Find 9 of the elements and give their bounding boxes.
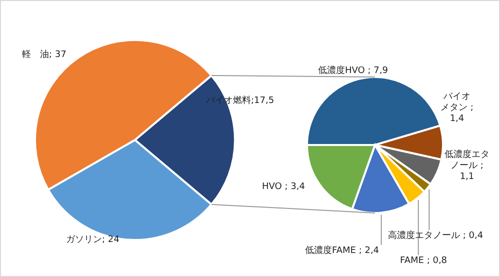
slice-label: ガソリン; 24 [66,235,120,246]
slice-label: 低濃度FAME ; 2,4 [305,246,380,257]
slice-label: FAME ; 0,8 [400,256,448,267]
slice-label: 軽 油; 37 [22,50,66,61]
slice-label: バイオメタン ; 1,4 [440,92,474,125]
slice-label: HVO ; 3,4 [262,182,305,193]
slice-label: 高濃度エタノール ; 0,4 [388,231,484,242]
slice-label: 低濃度エタノール ; 1,1 [444,150,490,183]
slice-label: 低濃度HVO ; 7,9 [318,66,388,77]
